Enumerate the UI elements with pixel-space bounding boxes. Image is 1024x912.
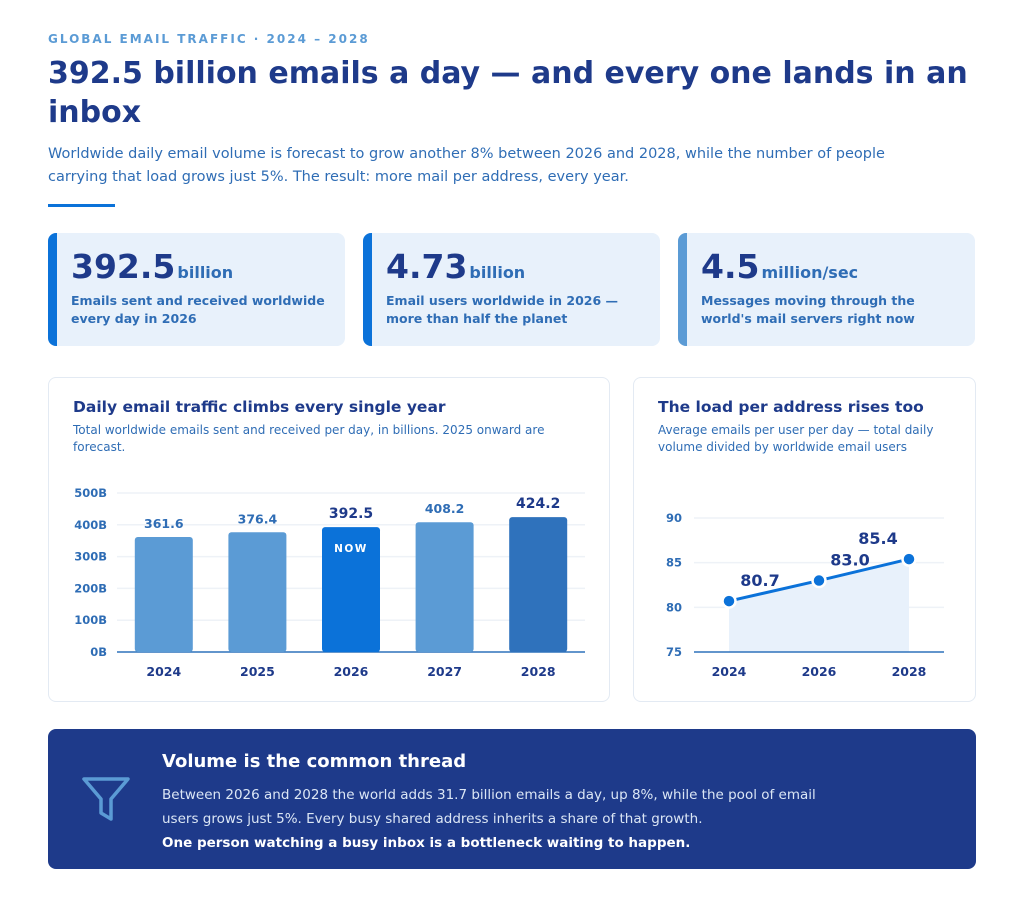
chart-title: The load per address rises too [658, 398, 924, 416]
load-chart-card: The load per address rises too Average e… [633, 377, 976, 702]
callout-body: Between 2026 and 2028 the world adds 31.… [162, 787, 816, 827]
x-tick-label: 2026 [802, 664, 837, 679]
callout-emphasis: One person watching a busy inbox is a bo… [162, 835, 691, 851]
x-tick-label: 2025 [240, 664, 275, 679]
page-title: 392.5 billion emails a day — and every o… [48, 56, 968, 130]
x-tick-label: 2028 [521, 664, 556, 679]
x-tick-label: 2024 [146, 664, 181, 679]
data-point-2028 [901, 551, 917, 567]
line-chart: 75 80 85 90 80.7 2024 83.0 2026 85.4 2028 [666, 511, 944, 679]
area-fill [729, 559, 909, 652]
stat-card-email-users: 4.73 billion Email users worldwide in 202… [363, 233, 660, 346]
data-label: 392.5 [329, 506, 373, 522]
bar-chart: 0B 100B 200B 300B 400B 500B 361.6 2024 376.4 2025… [74, 486, 585, 679]
stat-accent-bar [48, 233, 57, 346]
callout-panel: Volume is the common thread Between 2026… [48, 729, 976, 869]
y-tick-label: 200B [74, 581, 107, 595]
bar-2026 [322, 527, 380, 652]
y-tick-label: 90 [666, 511, 682, 525]
y-tick-label: 300B [74, 550, 107, 564]
stat-accent-bar [363, 233, 372, 346]
now-label: NOW [334, 543, 368, 555]
stat-card-daily-emails: 392.5 billion Emails sent and received wo… [48, 233, 345, 346]
y-tick-label: 500B [74, 486, 107, 500]
funnel-icon [82, 777, 130, 821]
data-label: 83.0 [830, 551, 869, 570]
stat-unit: million/sec [761, 263, 859, 282]
data-label: 361.6 [144, 516, 184, 531]
y-tick-label: 100B [74, 613, 107, 627]
data-label: 80.7 [740, 571, 779, 590]
data-label: 85.4 [858, 529, 897, 548]
y-tick-label: 0B [90, 645, 107, 659]
stat-value: 4.73 [386, 247, 468, 286]
data-label: 376.4 [238, 511, 278, 526]
stat-description: Emails sent and received worldwide every… [71, 293, 325, 326]
bar-2027 [415, 522, 474, 652]
x-tick-label: 2027 [427, 664, 462, 679]
bar-2024 [134, 537, 193, 652]
stat-description: Email users worldwide in 2026 — more tha… [386, 293, 619, 326]
stat-description: Messages moving through the world's mail… [701, 293, 915, 326]
y-tick-label: 80 [666, 600, 682, 614]
x-tick-label: 2024 [712, 664, 747, 679]
y-tick-label: 75 [666, 645, 682, 659]
data-label: 424.2 [516, 496, 560, 512]
stat-accent-bar [678, 233, 687, 346]
x-tick-label: 2026 [334, 664, 369, 679]
eyebrow: GLOBAL EMAIL TRAFFIC · 2024 – 2028 [48, 32, 370, 46]
data-point-2026 [811, 572, 827, 589]
callout-title: Volume is the common thread [162, 751, 467, 772]
y-tick-label: 400B [74, 518, 107, 532]
stat-value: 4.5 [701, 247, 760, 286]
data-point-2024 [721, 593, 737, 609]
title-divider [48, 204, 115, 207]
bar-2028 [509, 517, 568, 652]
data-label: 408.2 [425, 501, 465, 516]
chart-subtitle: Total worldwide emails sent and received… [73, 423, 545, 454]
stat-card-messages-per-sec: 4.5 million/sec Messages moving through t… [678, 233, 975, 346]
stat-unit: billion [469, 263, 526, 282]
stat-unit: billion [177, 263, 234, 282]
lede-paragraph: Worldwide daily email volume is forecast… [48, 146, 885, 185]
traffic-chart-card: Daily email traffic climbs every single … [48, 377, 610, 702]
chart-title: Daily email traffic climbs every single … [73, 398, 446, 416]
x-tick-label: 2028 [892, 664, 927, 679]
y-tick-label: 85 [666, 556, 682, 570]
stat-value: 392.5 [71, 247, 176, 286]
bar-2025 [228, 532, 287, 652]
chart-subtitle: Average emails per user per day — total … [658, 423, 934, 454]
